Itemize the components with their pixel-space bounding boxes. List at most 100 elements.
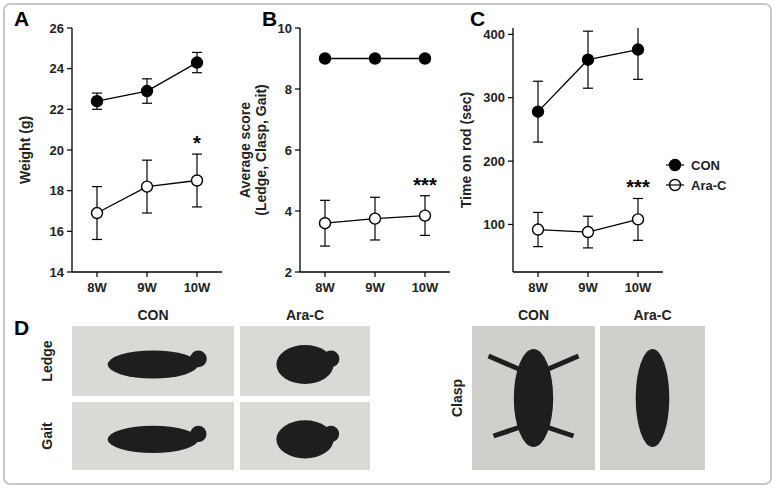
error-cap bbox=[192, 52, 202, 53]
error-cap bbox=[533, 141, 543, 142]
point bbox=[583, 54, 594, 65]
y-tick bbox=[67, 27, 72, 28]
photo bbox=[240, 402, 370, 470]
y-tick bbox=[295, 149, 300, 150]
error-bar bbox=[583, 216, 593, 248]
error-cap bbox=[320, 200, 330, 201]
y-tick bbox=[67, 190, 72, 191]
x-tick-label: 8W bbox=[87, 280, 107, 295]
point bbox=[633, 44, 644, 55]
y-tick bbox=[508, 160, 513, 161]
legend-label: CON bbox=[691, 158, 720, 173]
x-tick-label: 10W bbox=[412, 280, 439, 295]
y-tick-label: 22 bbox=[50, 102, 64, 117]
error-bar bbox=[192, 154, 202, 207]
point bbox=[583, 227, 594, 238]
error-cap bbox=[192, 72, 202, 73]
error-cap bbox=[142, 212, 152, 213]
y-label: (Ledge, Clasp, Gait) bbox=[253, 84, 269, 215]
error-cap bbox=[92, 239, 102, 240]
panel-d: DCONAra-CLedgeGaitClaspCONAra-C bbox=[14, 307, 705, 470]
point bbox=[533, 106, 544, 117]
row-label: Ledge bbox=[39, 340, 55, 381]
panel-letter: B bbox=[262, 7, 277, 30]
error-cap bbox=[320, 245, 330, 246]
y-label: Average score bbox=[237, 102, 253, 198]
point bbox=[320, 53, 331, 64]
photo-subject bbox=[514, 349, 553, 447]
y-tick-label: 400 bbox=[483, 27, 505, 42]
row-label: Clasp bbox=[449, 379, 465, 417]
y-tick bbox=[508, 34, 513, 35]
error-cap bbox=[633, 79, 643, 80]
error-cap bbox=[633, 240, 643, 241]
error-bar bbox=[583, 31, 593, 88]
panel-letter: A bbox=[14, 7, 29, 30]
photo-subject bbox=[636, 349, 670, 447]
error-bar bbox=[420, 196, 430, 236]
photo-subject bbox=[190, 426, 206, 442]
panel-0: A141618202224268W9W10WWeight (g)* bbox=[14, 7, 222, 295]
error-cap bbox=[583, 216, 593, 217]
y-tick-label: 200 bbox=[483, 154, 505, 169]
error-cap bbox=[583, 31, 593, 32]
error-cap bbox=[192, 206, 202, 207]
y-tick-label: 6 bbox=[285, 143, 292, 158]
x-tick bbox=[374, 272, 375, 277]
error-cap bbox=[583, 247, 593, 248]
column-label: CON bbox=[518, 307, 549, 323]
x-tick bbox=[196, 272, 197, 277]
y-tick bbox=[508, 224, 513, 225]
x-tick bbox=[96, 272, 97, 277]
plot-area bbox=[92, 52, 203, 239]
photo-subject bbox=[544, 426, 574, 436]
y-tick bbox=[67, 271, 72, 272]
x-tick bbox=[637, 272, 638, 277]
point bbox=[370, 53, 381, 64]
photo-subject bbox=[494, 426, 524, 436]
point bbox=[320, 218, 331, 229]
error-cap bbox=[92, 92, 102, 93]
y-axis bbox=[512, 28, 513, 272]
x-tick-label: 9W bbox=[137, 280, 157, 295]
y-tick bbox=[67, 231, 72, 232]
photo bbox=[240, 326, 370, 396]
error-bar bbox=[192, 52, 202, 72]
column-label: CON bbox=[137, 307, 168, 323]
x-tick-label: 9W bbox=[365, 280, 385, 295]
y-tick bbox=[67, 109, 72, 110]
x-tick bbox=[424, 272, 425, 277]
legend-line bbox=[666, 184, 684, 185]
row-label: Gait bbox=[39, 422, 55, 450]
y-tick-label: 14 bbox=[50, 265, 65, 280]
photo-subject bbox=[489, 356, 524, 371]
figure-frame bbox=[4, 4, 771, 484]
y-label: Weight (g) bbox=[17, 116, 33, 184]
error-bar bbox=[320, 200, 330, 246]
y-tick-label: 16 bbox=[50, 224, 64, 239]
y-tick-label: 26 bbox=[50, 21, 64, 36]
plot-area bbox=[320, 53, 431, 246]
x-tick-label: 8W bbox=[315, 280, 335, 295]
y-tick-label: 2 bbox=[285, 265, 292, 280]
error-cap bbox=[142, 103, 152, 104]
column-label: Ara-C bbox=[633, 307, 671, 323]
annotation: *** bbox=[626, 176, 650, 198]
error-bar bbox=[92, 187, 102, 240]
point bbox=[192, 175, 203, 186]
x-tick bbox=[587, 272, 588, 277]
point bbox=[420, 53, 431, 64]
point bbox=[92, 208, 103, 219]
y-tick-label: 8 bbox=[285, 82, 292, 97]
point bbox=[142, 181, 153, 192]
x-tick-label: 9W bbox=[578, 280, 598, 295]
error-cap bbox=[370, 239, 380, 240]
y-tick bbox=[295, 271, 300, 272]
error-cap bbox=[92, 186, 102, 187]
photo bbox=[72, 402, 234, 470]
point bbox=[142, 86, 153, 97]
photo bbox=[72, 326, 234, 396]
error-cap bbox=[92, 109, 102, 110]
point bbox=[92, 96, 103, 107]
figure: A141618202224268W9W10WWeight (g)*B246810… bbox=[0, 0, 775, 488]
